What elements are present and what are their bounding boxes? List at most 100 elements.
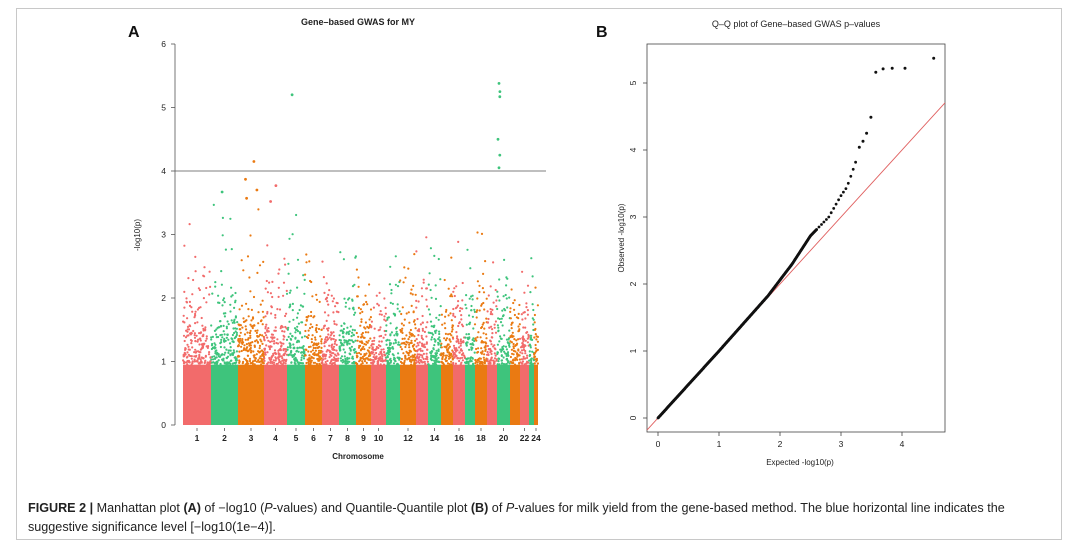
data-point: [182, 334, 186, 337]
data-point: [518, 328, 521, 331]
data-point: [270, 305, 273, 308]
data-point: [514, 344, 518, 347]
y-tick-label: 2: [628, 281, 638, 286]
data-point: [437, 318, 440, 321]
qq-point: [932, 56, 936, 60]
data-point: [288, 342, 291, 345]
data-point: [462, 340, 465, 343]
top-hit-point: [498, 95, 502, 99]
data-point: [344, 301, 348, 304]
data-point: [310, 310, 313, 314]
data-point: [459, 338, 462, 341]
data-point: [276, 338, 279, 341]
data-point: [394, 360, 397, 363]
data-point: [345, 331, 348, 334]
data-point: [516, 353, 520, 356]
data-point: [186, 363, 189, 366]
figure-caption: FIGURE 2 | Manhattan plot (A) of −log10 …: [28, 499, 1048, 537]
data-point: [410, 360, 413, 363]
data-point: [492, 301, 495, 304]
data-point: [204, 359, 207, 362]
data-point: [274, 326, 277, 329]
data-point: [200, 316, 203, 320]
data-point: [359, 308, 362, 311]
data-point: [468, 360, 471, 363]
data-point: [403, 266, 406, 269]
data-point: [521, 270, 524, 273]
data-point: [224, 351, 227, 354]
data-point: [414, 323, 417, 326]
qq-point: [869, 115, 873, 119]
data-point: [432, 356, 436, 359]
data-point: [287, 262, 290, 265]
data-point: [499, 321, 503, 324]
data-point: [196, 340, 199, 343]
data-point: [529, 346, 532, 349]
y-tick-label: 3: [628, 214, 638, 219]
data-point: [282, 348, 285, 351]
data-point: [488, 347, 491, 351]
data-point: [415, 361, 418, 364]
data-point: [234, 327, 237, 330]
data-point: [535, 359, 539, 362]
top-hit-point: [255, 188, 259, 192]
data-point: [429, 247, 432, 250]
data-point: [358, 340, 362, 343]
data-point: [361, 347, 364, 350]
data-point: [248, 342, 251, 345]
data-point: [378, 313, 381, 316]
data-point: [249, 334, 252, 337]
x-tick-label: 14: [430, 433, 440, 443]
data-point: [399, 330, 403, 333]
data-point: [481, 361, 484, 364]
data-point: [227, 349, 230, 352]
data-point: [256, 329, 259, 332]
data-point: [513, 359, 517, 362]
data-point: [364, 331, 367, 334]
data-point: [250, 308, 253, 311]
data-point: [306, 316, 309, 319]
data-point: [438, 332, 441, 336]
data-point: [442, 352, 445, 355]
x-tick-label: 8: [345, 433, 350, 443]
data-point: [222, 312, 225, 315]
data-point: [185, 356, 188, 359]
data-point: [343, 355, 346, 358]
data-point: [183, 339, 186, 343]
chromosome-band-1: [183, 364, 211, 425]
data-point: [460, 314, 463, 317]
x-tick-label: 12: [403, 433, 413, 443]
data-point: [536, 340, 540, 343]
data-point: [370, 325, 373, 328]
data-point: [497, 360, 500, 363]
data-point: [273, 340, 276, 343]
data-point: [204, 326, 207, 329]
qq-point: [874, 70, 878, 74]
data-point: [314, 329, 317, 332]
data-point: [317, 327, 321, 331]
data-point: [335, 349, 338, 352]
chromosome-band-24: [534, 364, 538, 425]
data-point: [324, 360, 327, 364]
data-point: [510, 348, 513, 351]
data-point: [213, 357, 217, 360]
data-point: [409, 355, 413, 358]
data-point: [461, 359, 464, 362]
chromosome-band-14: [428, 364, 441, 425]
data-point: [513, 308, 516, 311]
data-point: [494, 288, 497, 292]
data-point: [399, 279, 402, 282]
data-point: [375, 355, 378, 358]
data-point: [314, 336, 317, 339]
data-point: [259, 303, 262, 306]
data-point: [186, 359, 189, 363]
data-point: [221, 234, 224, 237]
data-point: [401, 342, 404, 345]
data-point: [431, 350, 434, 353]
data-point: [252, 295, 256, 299]
data-point: [262, 353, 265, 357]
data-point: [326, 300, 329, 303]
data-point: [417, 300, 420, 303]
top-hit-point: [497, 82, 501, 85]
data-point: [320, 328, 323, 331]
